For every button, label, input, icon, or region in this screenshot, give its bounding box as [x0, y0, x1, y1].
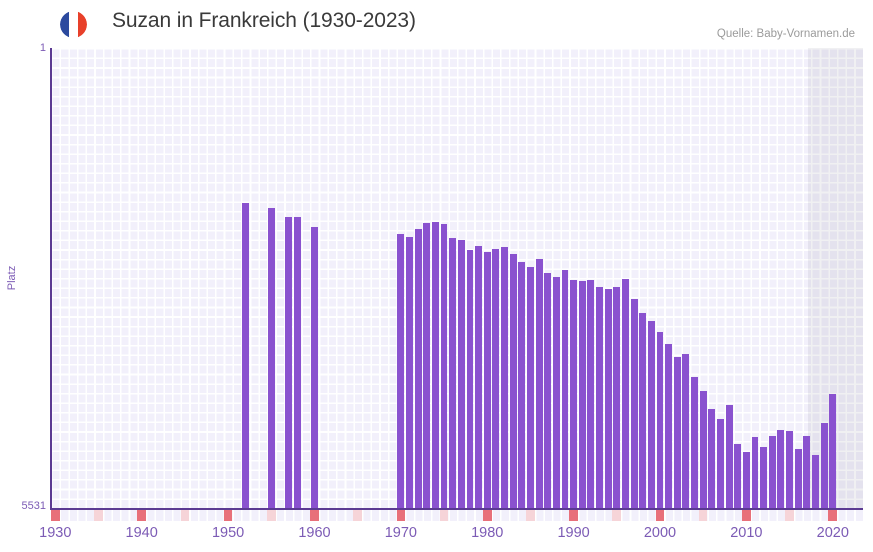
chart-header: Suzan in Frankreich (1930-2023) Quelle: … — [0, 0, 873, 46]
x-axis-tick-strip — [51, 510, 863, 521]
bar[interactable] — [535, 258, 543, 508]
bar[interactable] — [241, 203, 249, 508]
plot-area — [51, 48, 863, 508]
x-axis-tickmark — [353, 510, 362, 521]
bar[interactable] — [613, 286, 621, 508]
x-axis-tick-label: 1970 — [384, 525, 417, 541]
x-axis-tick-label: 2000 — [643, 525, 677, 541]
y-axis-tick-bottom: 5531 — [21, 500, 46, 512]
bar[interactable] — [682, 354, 690, 508]
bar[interactable] — [423, 222, 431, 508]
bar[interactable] — [742, 452, 750, 508]
bar[interactable] — [699, 390, 707, 508]
x-axis-tickmark — [785, 510, 794, 521]
bar[interactable] — [526, 266, 534, 508]
bar[interactable] — [406, 236, 413, 508]
bar[interactable] — [440, 224, 448, 508]
bar[interactable] — [509, 253, 517, 508]
bar[interactable] — [466, 249, 474, 508]
x-axis-tickmark — [94, 510, 103, 521]
x-axis-line — [51, 508, 863, 510]
france-flag-icon — [60, 11, 87, 38]
x-axis-tick-label: 1960 — [298, 525, 331, 541]
bar[interactable] — [665, 344, 673, 508]
x-axis-tickmark — [266, 510, 276, 521]
bar[interactable] — [293, 217, 301, 508]
x-axis-tickmark — [742, 510, 751, 521]
y-axis-tick-top: 1 — [39, 42, 46, 54]
bar[interactable] — [812, 455, 819, 508]
bar[interactable] — [794, 449, 802, 508]
bar[interactable] — [596, 287, 603, 508]
x-axis-tickmark — [612, 510, 622, 521]
tick-strip-gridlines — [51, 510, 863, 521]
x-axis-tickmark — [180, 510, 190, 521]
page-title: Suzan in Frankreich (1930-2023) — [112, 9, 416, 32]
x-axis-tickmark — [482, 510, 492, 521]
x-axis-tickmark — [655, 510, 665, 521]
bar[interactable] — [501, 246, 508, 508]
bar[interactable] — [267, 207, 275, 508]
bar[interactable] — [621, 279, 629, 508]
bar[interactable] — [604, 289, 612, 508]
bar[interactable] — [414, 229, 422, 508]
bar[interactable] — [647, 321, 655, 508]
bar[interactable] — [552, 276, 560, 508]
bar[interactable] — [734, 444, 742, 508]
x-axis-tickmark — [439, 510, 449, 521]
bar[interactable] — [717, 419, 724, 508]
bar[interactable] — [449, 238, 457, 508]
bar[interactable] — [768, 435, 776, 508]
bar[interactable] — [786, 431, 794, 508]
y-axis-line — [50, 48, 52, 510]
bar[interactable] — [311, 226, 318, 508]
x-axis-tickmark — [396, 510, 406, 521]
bar[interactable] — [656, 332, 664, 508]
bar[interactable] — [708, 409, 716, 508]
bar[interactable] — [751, 437, 759, 508]
bar[interactable] — [457, 240, 465, 508]
bar[interactable] — [518, 261, 526, 508]
y-axis-title: Platz — [6, 265, 18, 291]
x-axis-tickmark — [137, 510, 146, 521]
bar[interactable] — [630, 299, 638, 508]
x-axis-tick-label: 2010 — [730, 525, 763, 541]
x-axis-tickmark — [310, 510, 319, 521]
bar[interactable] — [691, 377, 698, 508]
bar[interactable] — [578, 281, 586, 508]
bar[interactable] — [673, 357, 681, 508]
x-axis-tick-label: 1980 — [471, 525, 504, 541]
bar[interactable] — [285, 217, 292, 508]
bar[interactable] — [397, 233, 405, 508]
bar[interactable] — [587, 280, 595, 508]
bar[interactable] — [492, 248, 500, 508]
bar[interactable] — [544, 273, 552, 508]
bar[interactable] — [483, 252, 491, 508]
source-note: Quelle: Baby-Vornamen.de — [716, 28, 855, 40]
bar[interactable] — [475, 246, 483, 508]
x-axis-tick-label: 1930 — [39, 525, 72, 541]
x-axis-tickmark — [526, 510, 535, 521]
bar[interactable] — [760, 447, 768, 508]
bar[interactable] — [777, 429, 785, 508]
bar[interactable] — [820, 422, 828, 508]
x-axis-tick-label: 2020 — [816, 525, 849, 541]
bar[interactable] — [431, 222, 439, 508]
bar[interactable] — [725, 404, 733, 508]
bar[interactable] — [570, 280, 578, 508]
x-axis-tickmark — [223, 510, 233, 521]
x-axis-tickmark — [828, 510, 838, 521]
x-axis-tickmark — [51, 510, 60, 521]
x-axis-tickmark — [569, 510, 578, 521]
x-axis-tick-label: 1940 — [125, 525, 158, 541]
bar[interactable] — [829, 393, 837, 508]
bar[interactable] — [639, 312, 647, 508]
x-axis-tick-label: 1950 — [211, 525, 245, 541]
bar[interactable] — [561, 270, 569, 508]
bar[interactable] — [803, 435, 811, 508]
x-axis-tick-label: 1990 — [557, 525, 590, 541]
x-axis-tickmark — [698, 510, 708, 521]
